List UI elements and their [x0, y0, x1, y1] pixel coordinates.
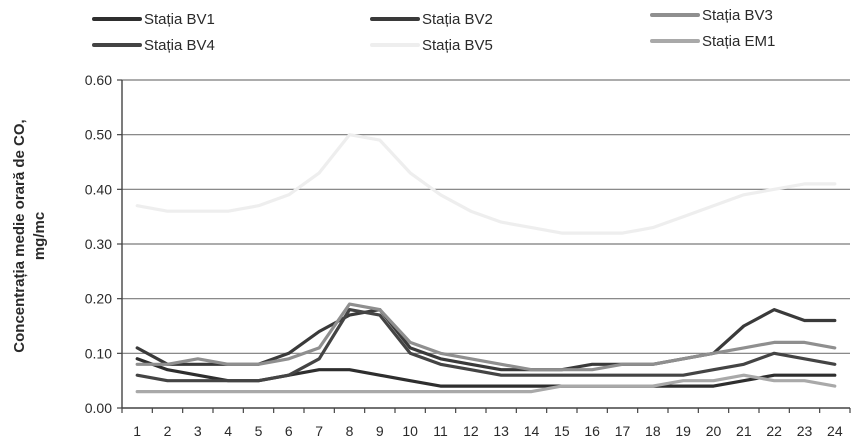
x-tick-label: 4 — [224, 423, 232, 439]
y-axis-label-line2: mg/mc — [31, 212, 48, 260]
x-tick-label: 11 — [433, 423, 448, 439]
y-tick-label: 0.40 — [85, 181, 112, 197]
legend-label: Stația BV4 — [144, 37, 215, 54]
x-tick-label: 22 — [766, 423, 782, 439]
x-tick-label: 19 — [675, 423, 691, 439]
y-tick-label: 0.20 — [85, 291, 112, 307]
x-tick-label: 17 — [615, 423, 631, 439]
x-tick-label: 15 — [554, 423, 570, 439]
x-tick-label: 8 — [346, 423, 354, 439]
y-tick-label: 0.50 — [85, 127, 112, 143]
series-line-3 — [135, 302, 837, 372]
chart-gridlines — [122, 79, 850, 354]
x-tick-label: 6 — [285, 423, 293, 439]
legend-label: Stația BV5 — [422, 37, 493, 54]
x-tick-label: 7 — [315, 423, 323, 439]
x-tick-label: 23 — [797, 423, 813, 439]
chart-legend: Stația BV1 Stația BV2 Stația BV3 Stația BV4… — [92, 7, 775, 54]
y-axis-ticks: 0.00 0.10 0.20 0.30 0.40 0.50 0.60 — [85, 72, 122, 416]
series-line-6 — [135, 373, 837, 394]
x-tick-label: 1 — [133, 423, 141, 439]
y-axis-label-line1: Concentrația medie orară de CO, — [11, 119, 28, 352]
series-line-4 — [135, 308, 837, 383]
y-tick-label: 0.00 — [85, 400, 112, 416]
x-axis-ticks: 1 2 3 4 5 6 7 8 9 10 11 12 13 14 15 16 17 18 19 20 21 22 23 24 — [121, 408, 851, 439]
chart-series — [135, 133, 837, 394]
y-tick-label: 0.60 — [85, 72, 112, 88]
x-tick-label: 2 — [164, 423, 172, 439]
x-tick-label: 20 — [706, 423, 722, 439]
x-tick-label: 10 — [402, 423, 418, 439]
x-tick-label: 21 — [736, 423, 752, 439]
x-tick-label: 14 — [524, 423, 540, 439]
legend-label: Stația BV3 — [702, 7, 773, 24]
x-tick-label: 5 — [255, 423, 263, 439]
x-tick-label: 24 — [827, 423, 843, 439]
x-tick-label: 3 — [194, 423, 202, 439]
y-tick-label: 0.10 — [85, 345, 112, 361]
series-line-5 — [135, 133, 837, 235]
x-tick-label: 9 — [376, 423, 384, 439]
legend-label: Stația BV1 — [144, 11, 215, 28]
legend-label: Stația EM1 — [702, 33, 775, 50]
legend-label: Stația BV2 — [422, 11, 493, 28]
x-tick-label: 13 — [493, 423, 509, 439]
x-tick-label: 18 — [645, 423, 661, 439]
x-tick-label: 16 — [584, 423, 600, 439]
x-tick-label: 12 — [463, 423, 479, 439]
y-tick-label: 0.30 — [85, 236, 112, 252]
